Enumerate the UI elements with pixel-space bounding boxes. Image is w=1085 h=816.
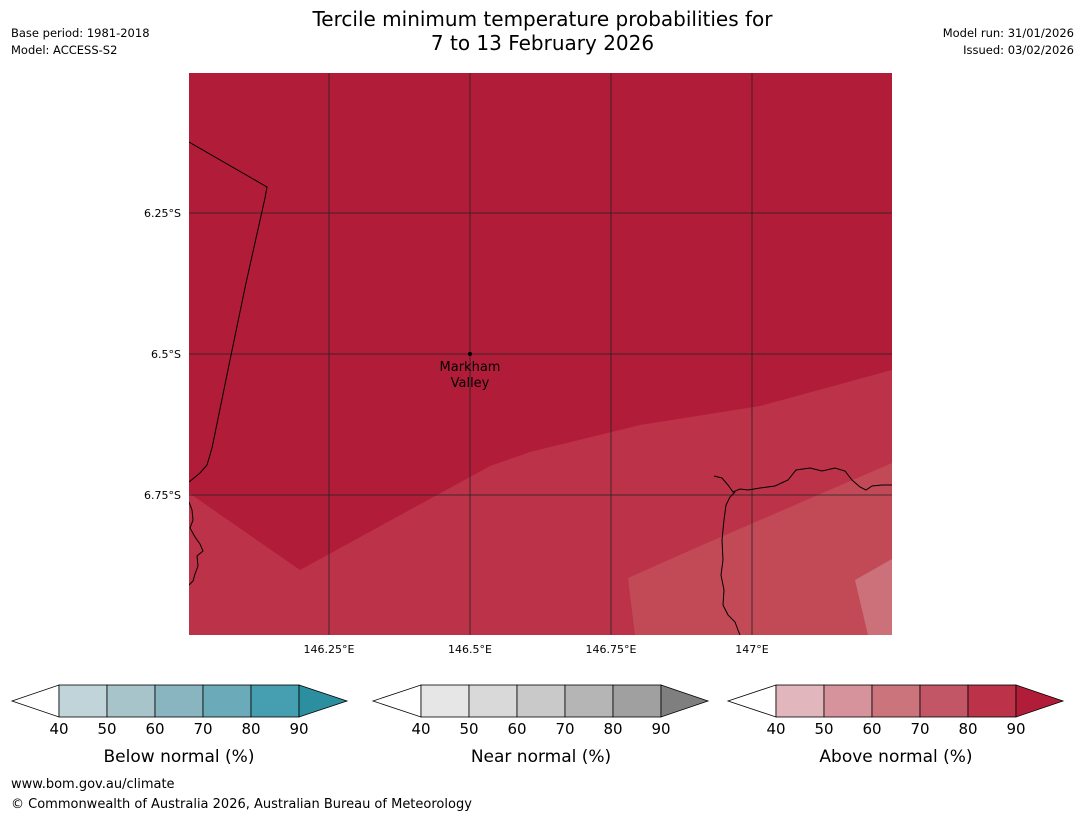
colorbar-near-title: Near normal (%) (471, 747, 611, 767)
place-label-line-2: Valley (451, 376, 490, 391)
colorbar-near-tick-label: 60 (507, 720, 526, 738)
colorbar-near-high-extend (660, 684, 710, 718)
colorbar-near: 40 50 60 70 80 90 Near normal (%) (371, 684, 710, 767)
footer: www.bom.gov.au/climate © Commonwealth of… (11, 775, 472, 815)
colorbar-above-segment (775, 684, 825, 718)
coastline-west (189, 501, 204, 586)
longitude-labels: 146.25°E 146.5°E 146.75°E 147°E (304, 643, 769, 656)
title-line-1: Tercile minimum temperature probabilitie… (312, 7, 773, 31)
footer-url: www.bom.gov.au/climate (11, 777, 175, 792)
fill-above-70 (628, 463, 892, 635)
colorbar-near-segment (516, 684, 566, 718)
colorbar-above-tick-label: 70 (910, 720, 929, 738)
lat-label-6-75: 6.75°S (144, 489, 181, 502)
colorbar-above-tick-label: 40 (766, 720, 785, 738)
colorbar-above-high-extend (1015, 684, 1065, 718)
colorbar-above-tick-label: 80 (958, 720, 977, 738)
probability-field: Markham Valley (189, 73, 892, 635)
colorbar-below-segment (202, 684, 252, 718)
colorbar-below-segment (250, 684, 300, 718)
colorbar-below-segment (154, 684, 204, 718)
lon-label-146-25: 146.25°E (304, 643, 355, 656)
colorbar-above-segment (967, 684, 1017, 718)
colorbar-below-tick-label: 40 (49, 720, 68, 738)
model-text: Model: ACCESS-S2 (11, 43, 118, 57)
header-meta-left: Base period: 1981-2018 Model: ACCESS-S2 (11, 25, 150, 59)
fill-above-60 (855, 559, 892, 635)
colorbar-below-tick-label: 60 (145, 720, 164, 738)
place-label-line-1: Markham (440, 360, 501, 375)
colorbar-near-tick-label: 90 (651, 720, 670, 738)
colorbar-near-tick-label: 80 (603, 720, 622, 738)
colorbar-near-segment (468, 684, 518, 718)
colorbar-near-tick-label: 50 (459, 720, 478, 738)
province-boundary (189, 141, 268, 483)
colorbar-below-low-extend (10, 684, 60, 718)
base-period-text: Base period: 1981-2018 (11, 26, 150, 40)
colorbar-above-low-extend (726, 684, 777, 718)
map-title: Tercile minimum temperature probabilitie… (0, 7, 1085, 55)
latitude-labels: 6.25°S 6.5°S 6.75°S (144, 207, 181, 502)
lon-label-146-75: 146.75°E (586, 643, 637, 656)
issued-text: Issued: 03/02/2026 (963, 43, 1074, 57)
colorbar-above: 40 50 60 70 80 90 Above normal (%) (726, 684, 1065, 767)
colorbar-above-tick-label: 50 (814, 720, 833, 738)
colorbar-below-title: Below normal (%) (104, 747, 255, 767)
colorbar-above-tick-label: 90 (1006, 720, 1025, 738)
colorbar-near-low-extend (371, 684, 422, 718)
colorbar-above-segment (919, 684, 969, 718)
coastline-east (713, 467, 892, 493)
colorbar-below-tick-label: 90 (289, 720, 308, 738)
colorbar-near-tick-label: 40 (411, 720, 430, 738)
header-meta-right: Model run: 31/01/2026 Issued: 03/02/2026 (943, 25, 1074, 59)
river-east (720, 491, 741, 635)
colorbar-below: 40 50 60 70 80 90 Below normal (%) (10, 684, 349, 767)
colorbar-below-tick-label: 50 (97, 720, 116, 738)
colorbar-below-segment (58, 684, 108, 718)
lon-label-146-5: 146.5°E (448, 643, 492, 656)
colorbar-above-tick-label: 60 (862, 720, 881, 738)
lat-label-6-25: 6.25°S (144, 207, 181, 220)
colorbar-below-high-extend (298, 684, 349, 718)
colorbar-near-segment (612, 684, 662, 718)
colorbar-below-tick-label: 70 (193, 720, 212, 738)
place-marker (468, 352, 472, 356)
colorbar-below-tick-label: 80 (241, 720, 260, 738)
colorbar-above-segment (871, 684, 921, 718)
title-line-2: 7 to 13 February 2026 (430, 31, 655, 55)
colorbar-legends: 40 50 60 70 80 90 Below normal (%) 40 50 60 70 80 90… (10, 684, 1065, 767)
footer-copyright: © Commonwealth of Australia 2026, Austra… (11, 797, 472, 812)
colorbar-above-title: Above normal (%) (819, 747, 972, 767)
colorbar-near-segment (564, 684, 614, 718)
colorbar-near-segment (420, 684, 470, 718)
colorbar-above-segment (823, 684, 873, 718)
lon-label-147: 147°E (735, 643, 768, 656)
colorbar-near-tick-label: 70 (555, 720, 574, 738)
colorbar-below-segment (106, 684, 156, 718)
lat-label-6-5: 6.5°S (151, 348, 181, 361)
model-run-text: Model run: 31/01/2026 (942, 26, 1074, 40)
boundaries (189, 141, 892, 635)
